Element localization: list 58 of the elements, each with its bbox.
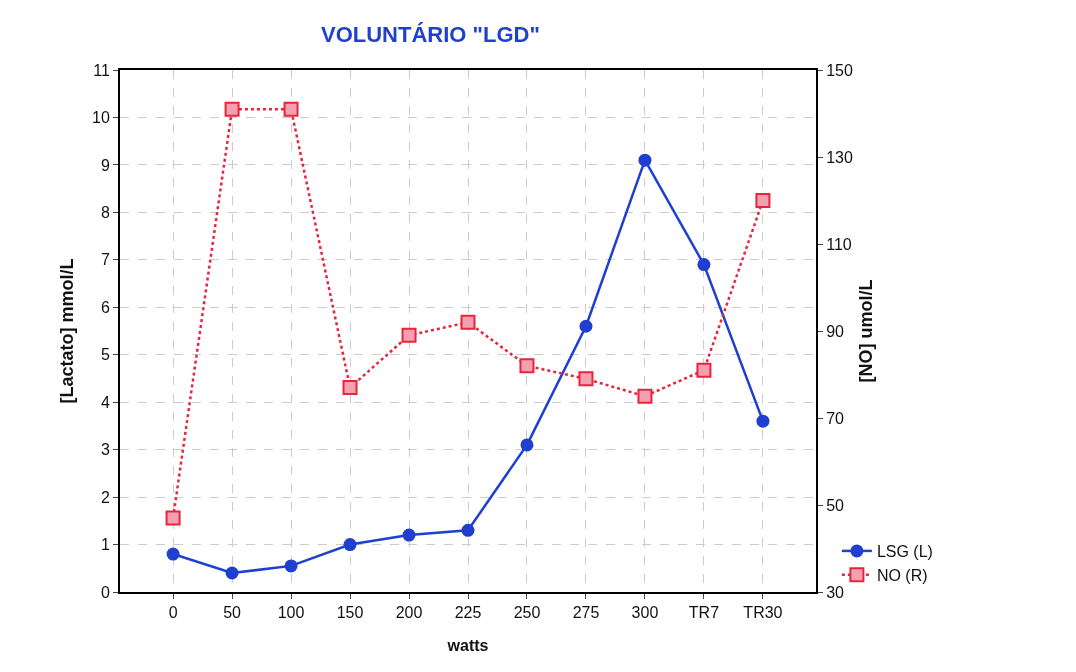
point	[461, 523, 475, 537]
y-tick-label: 10	[92, 109, 110, 127]
point	[637, 388, 653, 404]
x-tick-label: 200	[395, 604, 423, 622]
point	[696, 362, 712, 378]
y-tick-label: 6	[100, 298, 110, 316]
point	[401, 327, 417, 343]
y-tick-label: 7	[100, 251, 110, 269]
point	[284, 559, 298, 573]
x-tick-label: 0	[168, 604, 178, 622]
y2-tick-label: 130	[826, 148, 853, 166]
y2-tick-label: 110	[826, 235, 852, 253]
y-tick-label: 0	[100, 583, 110, 601]
x-tick-label: 300	[631, 604, 659, 622]
y2-tick-label: 90	[826, 322, 845, 340]
y-tick-label: 9	[100, 156, 110, 174]
legend-label: LSG (L)	[876, 543, 933, 561]
point	[343, 538, 357, 552]
y-axis-title: [Lactato] mmol/L	[57, 258, 77, 404]
point	[578, 371, 594, 387]
y-tick-label: 11	[93, 61, 110, 79]
y2-tick-label: 50	[826, 496, 845, 514]
y-tick-label: 3	[100, 441, 110, 459]
point	[225, 566, 239, 580]
point	[579, 319, 593, 333]
point	[283, 101, 299, 117]
point	[520, 438, 534, 452]
y-tick-label: 5	[100, 346, 110, 364]
x-tick-label: TR30	[743, 604, 783, 622]
x-tick-label: 225	[454, 604, 482, 622]
x-tick-label: 150	[336, 604, 364, 622]
point	[519, 358, 535, 374]
point	[460, 314, 476, 330]
y-tick-label: 1	[100, 536, 110, 554]
point	[697, 258, 711, 272]
point	[165, 510, 181, 526]
x-tick-label: 275	[572, 604, 600, 622]
x-tick-label: TR7	[688, 604, 720, 622]
x-axis-title: watts	[446, 637, 489, 654]
x-tick-label: 250	[513, 604, 541, 622]
x-tick-label: 100	[277, 604, 305, 622]
legend-label: NO (R)	[876, 566, 928, 584]
point	[342, 380, 358, 396]
point	[756, 414, 770, 428]
point	[638, 153, 652, 167]
y-tick-label: 8	[100, 203, 110, 221]
y2-tick-label: 30	[826, 583, 845, 601]
point	[402, 528, 416, 542]
y-tick-label: 2	[100, 488, 110, 506]
point	[755, 193, 771, 208]
x-tick-label: 50	[223, 604, 242, 622]
chart-title: VOLUNTÁRIO "LGD"	[320, 22, 540, 48]
y2-axis-title: [NO] umol/L	[856, 279, 876, 383]
y2-tick-label: 70	[826, 409, 845, 427]
point	[224, 101, 240, 117]
point	[166, 547, 180, 561]
y-tick-label: 4	[100, 393, 110, 411]
y2-tick-label: 150	[826, 61, 853, 79]
